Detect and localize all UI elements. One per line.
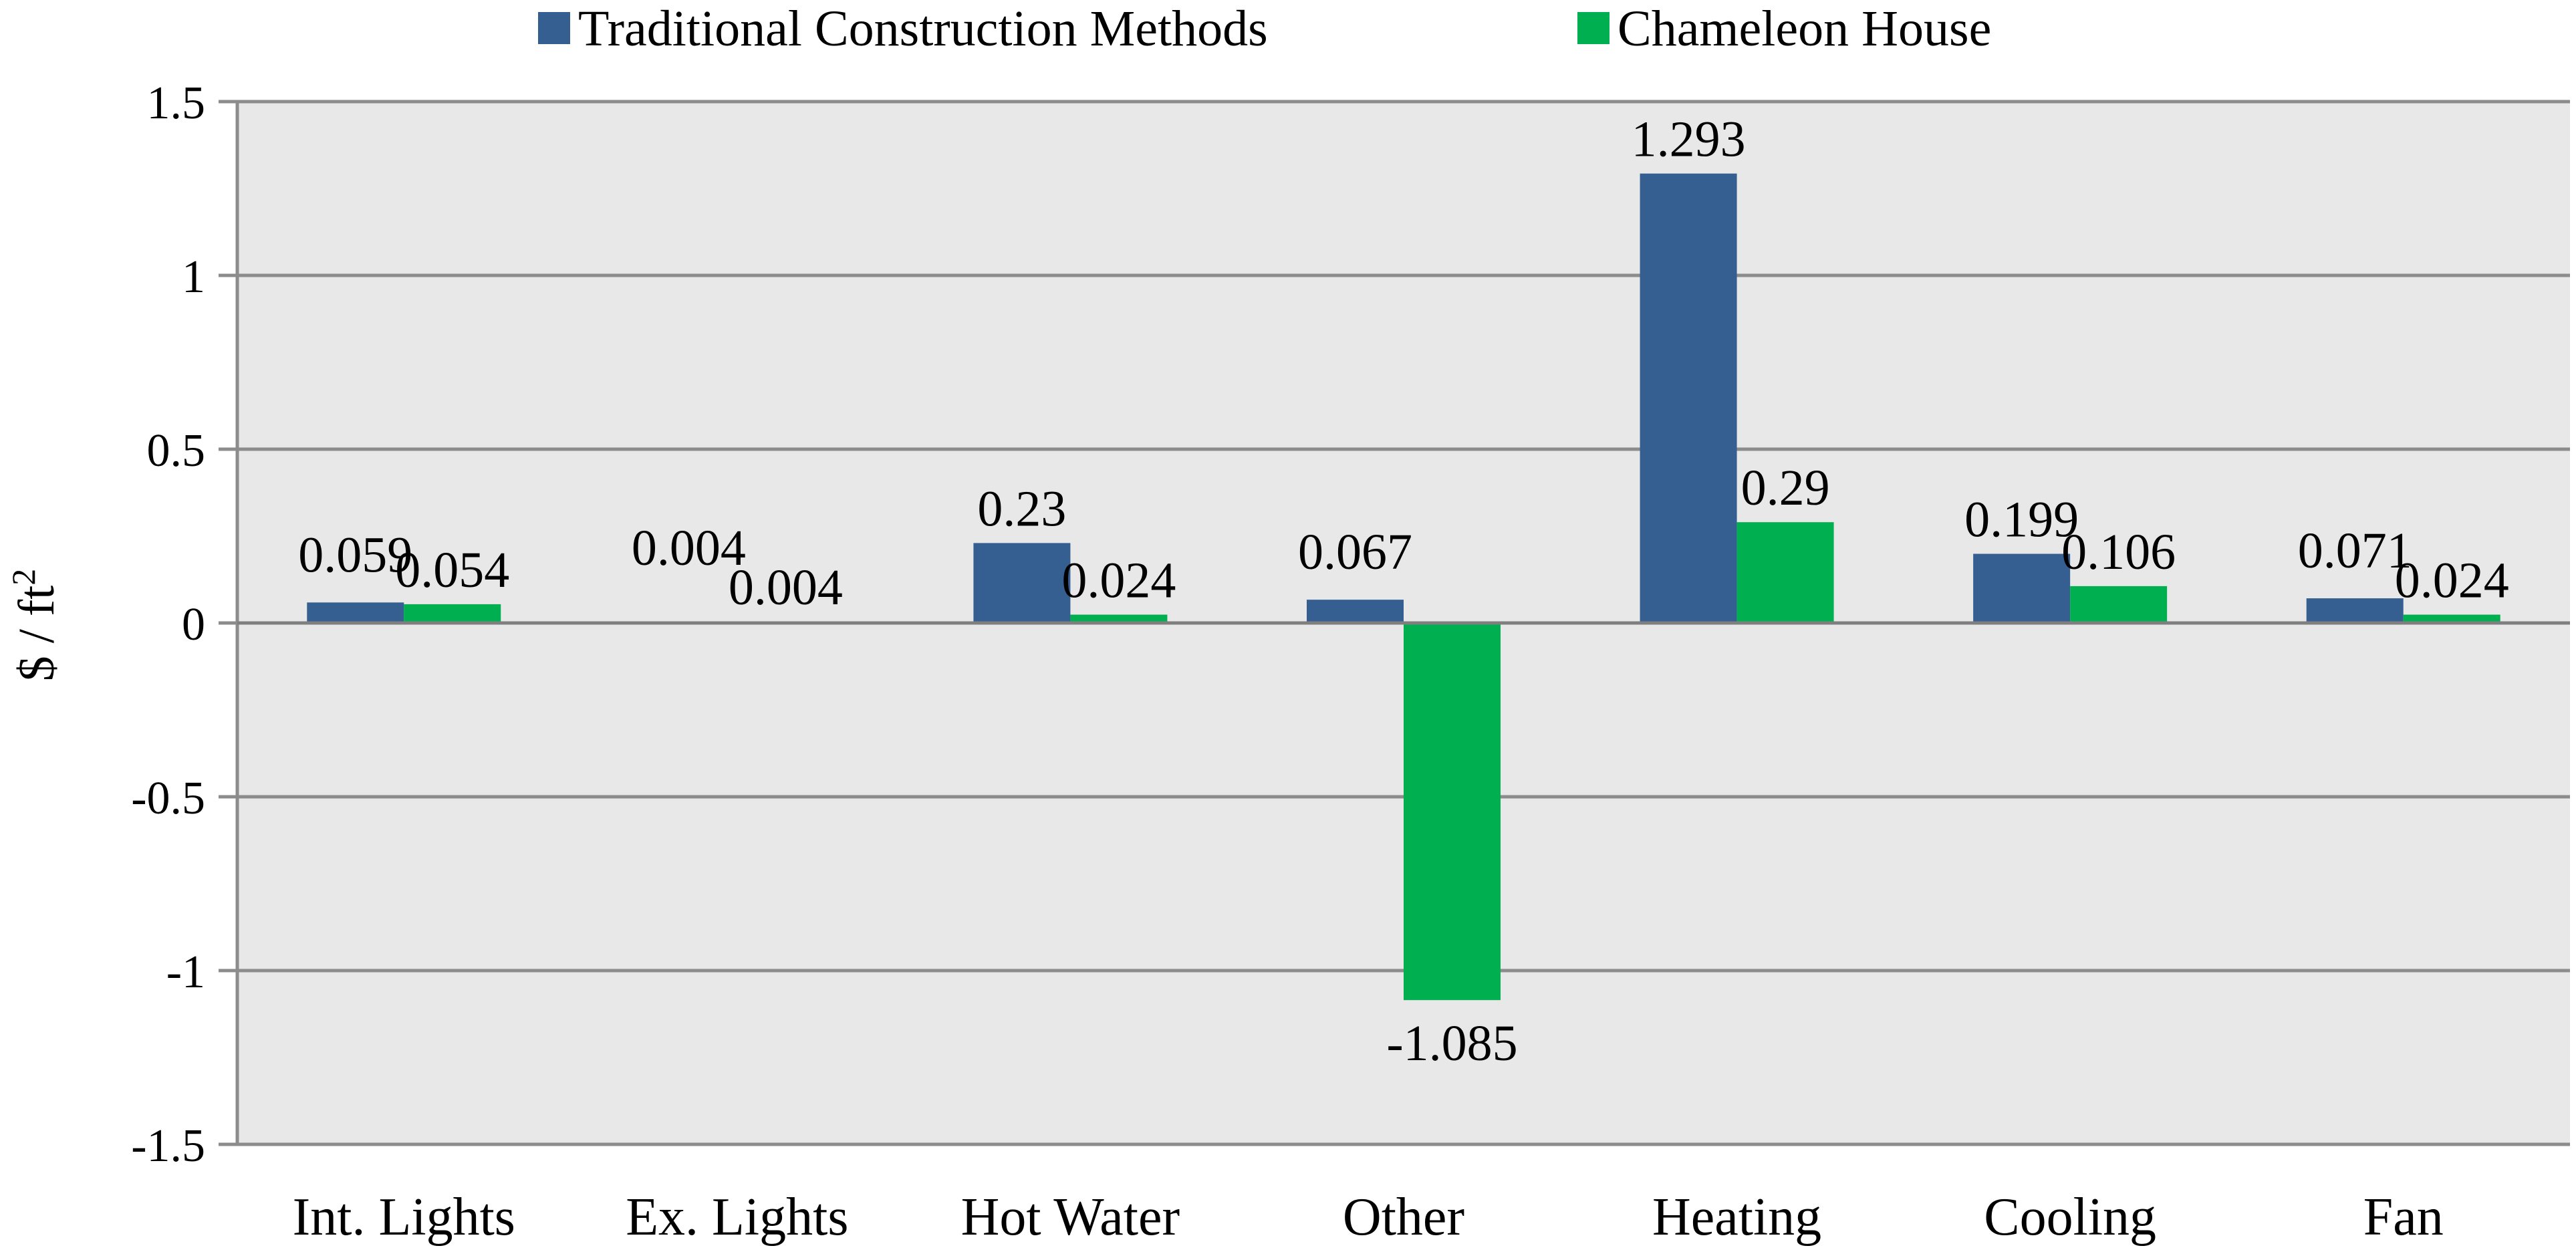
data-label-chameleon: 0.024	[2395, 553, 2509, 609]
data-label-chameleon: 0.024	[1061, 553, 1176, 609]
x-category-label: Fan	[2363, 1188, 2444, 1247]
y-tick-label: -0.5	[131, 773, 205, 824]
data-label-traditional: 0.199	[1964, 492, 2079, 548]
data-label-chameleon: 0.054	[395, 542, 509, 598]
x-category-label: Heating	[1652, 1188, 1821, 1247]
bars	[307, 173, 2500, 1001]
bar-chameleon	[2070, 586, 2168, 623]
y-tick-label: 1.5	[147, 78, 206, 129]
bar-chameleon	[404, 604, 501, 623]
x-category-label: Cooling	[1984, 1188, 2156, 1247]
data-label-traditional: 1.293	[1632, 112, 1746, 168]
bar-traditional	[2306, 598, 2404, 623]
legend-label-chameleon: Chameleon House	[1618, 1, 1991, 57]
bar-traditional	[307, 602, 404, 623]
y-axis-title-superscript: 2	[5, 569, 42, 586]
y-tick-label: 0.5	[147, 425, 206, 477]
data-label-chameleon: 0.106	[2061, 524, 2176, 580]
bar-traditional	[973, 543, 1071, 623]
x-category-label: Ex. Lights	[626, 1188, 848, 1247]
data-label-traditional: 0.067	[1298, 524, 1412, 580]
data-label-traditional: 0.071	[2298, 523, 2412, 579]
x-category-label: Hot Water	[961, 1188, 1180, 1247]
legend-label-traditional: Traditional Construction Methods	[578, 1, 1268, 57]
bar-chameleon	[1404, 623, 1501, 1001]
y-tick-label: 0	[182, 599, 205, 650]
y-axis-title: $ / ft2	[5, 569, 65, 682]
bar-chameleon	[2403, 614, 2500, 623]
data-label-traditional: 0.004	[632, 520, 746, 576]
data-label-chameleon: -1.085	[1386, 1015, 1517, 1072]
y-tick-label: -1.5	[131, 1120, 205, 1172]
data-label-chameleon: 0.29	[1741, 460, 1830, 516]
legend-swatch-traditional	[538, 12, 570, 44]
bar-traditional	[1307, 600, 1404, 623]
bar-chameleon	[1070, 614, 1168, 623]
data-label-traditional: 0.23	[977, 481, 1066, 537]
data-label-traditional: 0.059	[298, 527, 412, 583]
y-tick-label: -1	[166, 947, 205, 998]
x-category-label: Int. Lights	[293, 1188, 515, 1247]
data-label-chameleon: 0.004	[729, 559, 843, 616]
legend-swatch-chameleon	[1577, 12, 1609, 44]
bar-chameleon	[1736, 522, 1834, 623]
legend: Traditional Construction Methods Chamele…	[538, 1, 1991, 57]
bar-traditional	[1640, 173, 1737, 623]
y-axis-title-text: $ / ft	[9, 586, 65, 682]
y-tick-label: 1	[182, 251, 205, 303]
x-category-label: Other	[1343, 1188, 1464, 1247]
bar-traditional	[1973, 553, 2071, 623]
axes: 1.5 1 0.5 0 -0.5 -1 -1.5 Int. Lights Ex. Lights H…	[131, 78, 2570, 1247]
